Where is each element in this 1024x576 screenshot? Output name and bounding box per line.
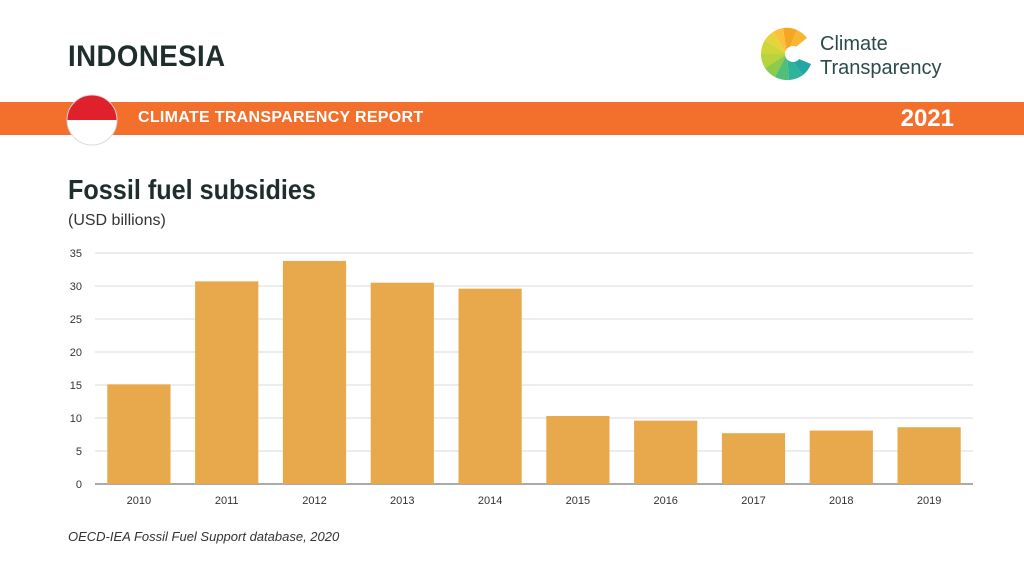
x-tick-label: 2019 (917, 495, 941, 507)
x-tick-label: 2018 (829, 495, 853, 507)
x-tick-label: 2015 (566, 495, 590, 507)
indonesia-flag-icon (66, 94, 118, 146)
x-tick-label: 2010 (127, 495, 151, 507)
x-tick-label: 2013 (390, 495, 414, 507)
x-tick-label: 2012 (302, 495, 326, 507)
bar-2016 (634, 420, 698, 484)
x-tick-label: 2011 (215, 495, 239, 507)
bar-2014 (458, 288, 522, 484)
y-tick-label: 5 (76, 446, 82, 458)
climate-transparency-logo: Climate Transparency (760, 26, 970, 84)
bar-2011 (195, 281, 259, 484)
bar-2015 (546, 416, 610, 484)
source-note: OECD-IEA Fossil Fuel Support database, 2… (68, 529, 340, 544)
bar-2013 (370, 282, 434, 484)
y-tick-label: 30 (70, 281, 82, 293)
brand-name: Climate Transparency (820, 33, 942, 79)
report-banner: CLIMATE TRANSPARENCY REPORT 2021 (0, 102, 1024, 135)
bar-2019 (897, 427, 961, 484)
report-label: CLIMATE TRANSPARENCY REPORT (138, 109, 424, 126)
report-year: 2021 (900, 105, 954, 132)
bar-2012 (282, 260, 347, 484)
y-tick-label: 15 (70, 380, 82, 392)
chart-subtitle: (USD billions) (68, 212, 166, 229)
x-tick-label: 2016 (653, 495, 677, 507)
y-tick-label: 20 (70, 347, 82, 359)
x-tick-label: 2017 (741, 495, 765, 507)
bar-2017 (721, 433, 786, 484)
bar-2018 (809, 430, 873, 484)
x-tick-label: 2014 (478, 495, 502, 507)
y-tick-label: 10 (70, 413, 82, 425)
sunburst-logo-icon (760, 27, 811, 81)
y-tick-label: 0 (76, 479, 82, 491)
y-tick-label: 25 (70, 314, 82, 326)
y-tick-label: 35 (70, 248, 82, 260)
bar-2010 (107, 384, 171, 484)
chart-title: Fossil fuel subsidies (68, 174, 316, 205)
country-title: INDONESIA (68, 40, 226, 73)
